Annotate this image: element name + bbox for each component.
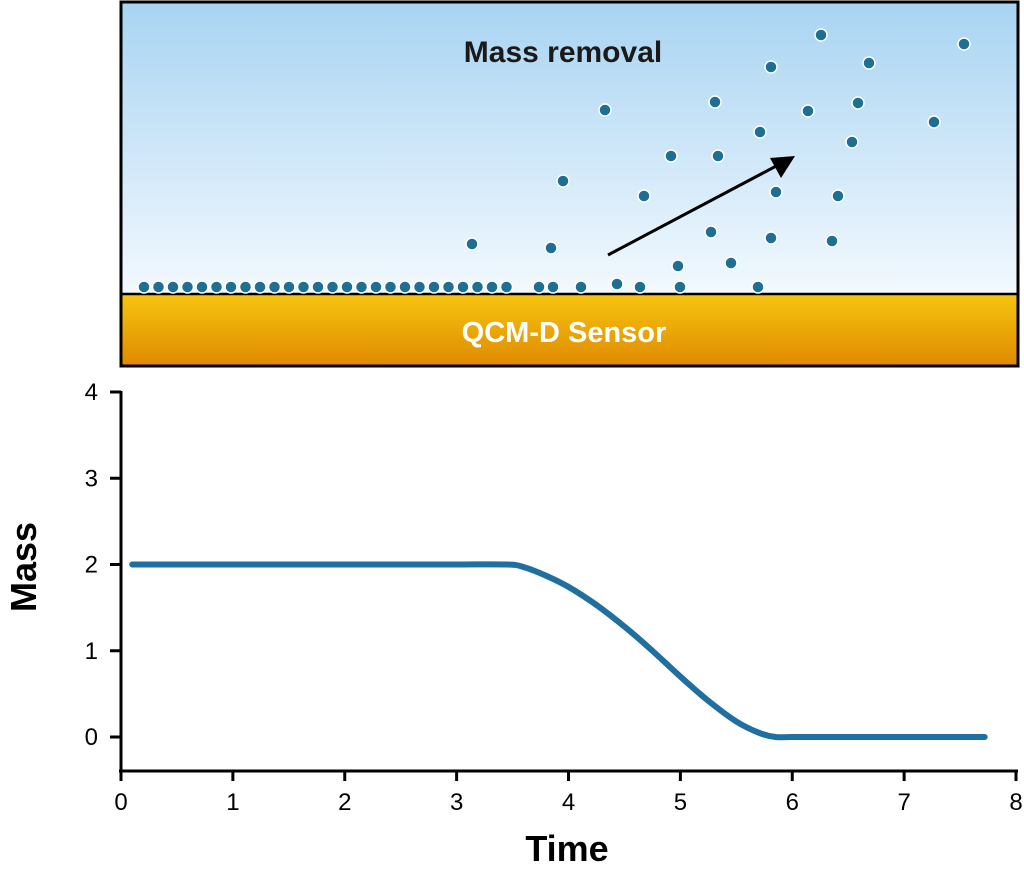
x-tick-label: 4: [562, 789, 575, 816]
particle: [801, 104, 815, 118]
particle: [151, 280, 166, 294]
particle: [598, 103, 612, 117]
x-tick-label: 7: [897, 789, 910, 816]
particle: [544, 241, 558, 255]
particle: [465, 237, 479, 251]
x-ticks: 0 1 2 3 4 5 6 7 8: [114, 771, 1023, 816]
particle: [671, 259, 685, 273]
removal-arrow: [607, 156, 795, 257]
particle: [927, 115, 941, 129]
particle: [253, 280, 267, 294]
y-axis-label: Mass: [3, 522, 44, 612]
y-tick-label: 1: [85, 638, 98, 665]
particle: [769, 185, 783, 199]
particle: [610, 277, 624, 291]
particle: [325, 280, 340, 294]
particle: [673, 280, 687, 294]
particle: [311, 280, 325, 294]
particle: [456, 280, 470, 294]
particle: [296, 280, 311, 294]
particle: [267, 280, 282, 294]
particle: [166, 280, 180, 294]
y-tick-label: 0: [85, 724, 98, 751]
x-tick-label: 2: [338, 789, 351, 816]
particle: [862, 56, 876, 70]
illustration-panel: Mass removal QCM-D Sensor: [119, 0, 1020, 368]
mass-chart: 0 1 2 3 4 5 6 7 8 0 1 2 3 4 Time Mass: [3, 379, 1023, 869]
y-tick-label: 3: [85, 465, 98, 492]
particle: [137, 280, 151, 294]
x-tick-label: 1: [226, 789, 239, 816]
particle: [751, 280, 765, 294]
particle: [340, 280, 354, 294]
particle: [574, 280, 588, 294]
y-tick-label: 2: [85, 552, 98, 579]
liquid-region: [121, 2, 1018, 294]
particle: [814, 28, 828, 42]
sensor-region: [121, 294, 1018, 366]
particle: [724, 256, 738, 270]
mass-removal-caption: Mass removal: [464, 36, 662, 69]
particle: [441, 280, 456, 294]
x-tick-label: 0: [114, 789, 127, 816]
particle: [825, 234, 839, 248]
y-ticks: 0 1 2 3 4: [85, 379, 121, 751]
particle: [637, 189, 651, 203]
particle: [708, 95, 722, 109]
particle: [195, 280, 209, 294]
particle: [831, 189, 845, 203]
x-tick-label: 8: [1009, 789, 1022, 816]
particle: [282, 280, 296, 294]
sensor-label: QCM-D Sensor: [462, 317, 667, 349]
mass-curve: [129, 561, 988, 741]
y-tick-label: 4: [85, 379, 98, 406]
particle: [764, 231, 778, 245]
particle: [369, 280, 383, 294]
x-axis-label: Time: [525, 828, 608, 869]
x-tick-label: 3: [450, 789, 463, 816]
particle: [753, 125, 767, 139]
particle: [845, 135, 859, 149]
particle: [851, 96, 865, 110]
particles: [137, 28, 971, 294]
particle: [546, 280, 560, 294]
particle: [427, 280, 441, 294]
particle: [556, 174, 570, 188]
x-tick-label: 5: [674, 789, 687, 816]
particle: [957, 37, 971, 51]
particle: [238, 280, 253, 294]
particle: [398, 280, 412, 294]
particle: [180, 280, 195, 294]
x-tick-label: 6: [786, 789, 799, 816]
particle: [532, 280, 546, 294]
particle: [224, 280, 238, 294]
particle: [470, 280, 485, 294]
particle: [412, 280, 427, 294]
particle: [633, 280, 647, 294]
particle: [354, 280, 369, 294]
particle: [209, 280, 224, 294]
particle: [485, 280, 499, 294]
illustration-frame: [119, 0, 1020, 368]
particle: [383, 280, 398, 294]
particle: [711, 149, 725, 163]
particle: [499, 280, 514, 294]
particle: [704, 225, 718, 239]
particle: [664, 149, 678, 163]
particle: [764, 60, 778, 74]
